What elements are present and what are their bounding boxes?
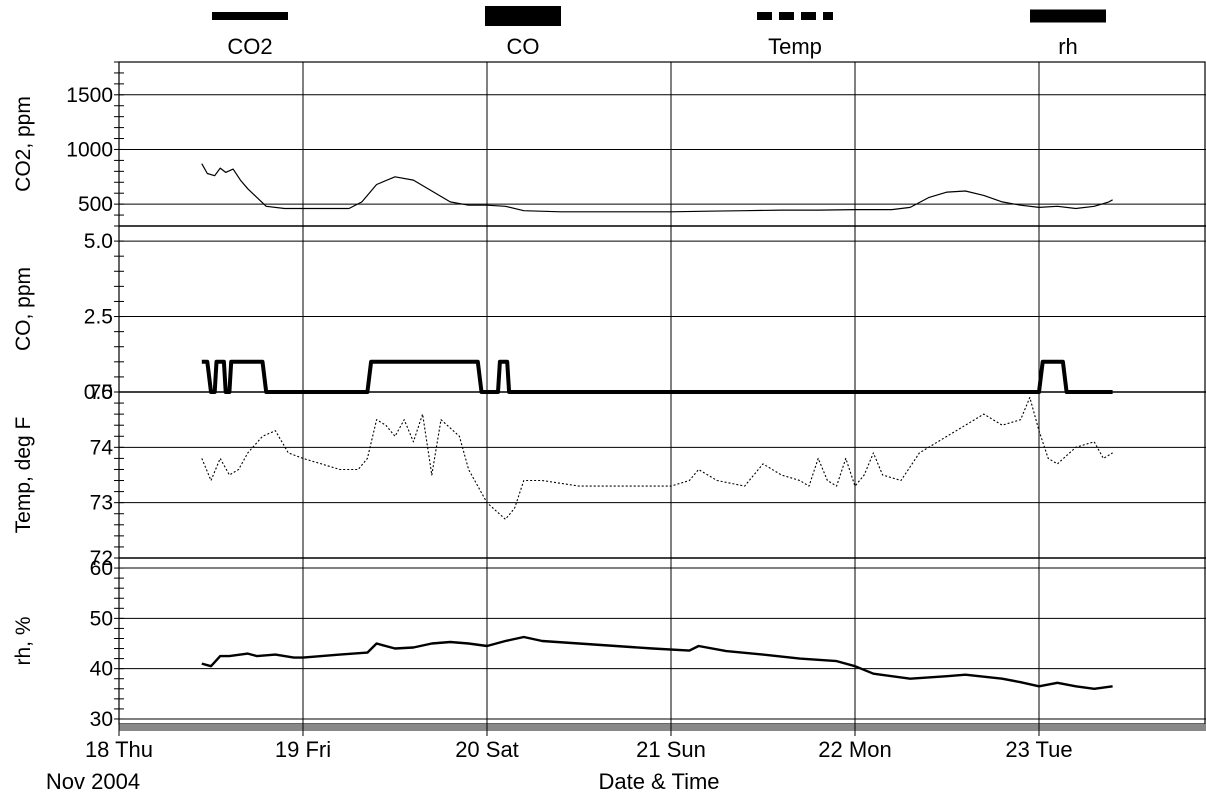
x-tick-label: 22 Mon [818,737,891,762]
y-tick-label: 30 [90,708,113,731]
x-tick-label: 20 Sat [455,737,519,762]
series-line-co2 [201,163,1113,213]
legend-label-co: CO [507,34,540,59]
legend-label-co2: CO2 [227,34,272,59]
y-tick-label: 5.0 [84,230,113,253]
legend-label-rh: rh [1058,34,1078,59]
y-axis-label: CO2, ppm [12,96,35,192]
y-tick-label: 74 [90,436,114,459]
x-axis-title: Date & Time [598,769,719,794]
y-tick-label: 2.5 [84,306,113,329]
y-axis-label: CO, ppm [12,267,35,351]
legend-label-temp: Temp [768,34,822,59]
y-axis-label: Temp, deg F [12,417,35,534]
x-tick-label: 23 Tue [1005,737,1072,762]
y-tick-label: 50 [90,607,113,630]
y-tick-label: 60 [90,557,113,580]
series-line-co [201,359,1113,394]
y-tick-label: 72 [90,547,113,570]
x-tick-label: 19 Fri [275,737,331,762]
y-tick-label: 1000 [66,138,113,161]
x-tick-label: 18 Thu [85,737,153,762]
y-tick-label: 75 [90,381,113,404]
y-axis-label: rh, % [12,616,35,665]
y-tick-label: 40 [90,658,113,681]
y-tick-label: 1500 [66,84,113,107]
x-start-date-label: Nov 2004 [46,769,140,794]
y-tick-label: 0.0 [84,381,113,404]
y-tick-label: 500 [78,193,113,216]
y-tick-label: 73 [90,492,113,515]
series-line-rh [201,635,1113,690]
x-tick-label: 21 Sun [636,737,706,762]
x-axis-band [119,724,1206,731]
series-line-temp [201,396,1113,520]
